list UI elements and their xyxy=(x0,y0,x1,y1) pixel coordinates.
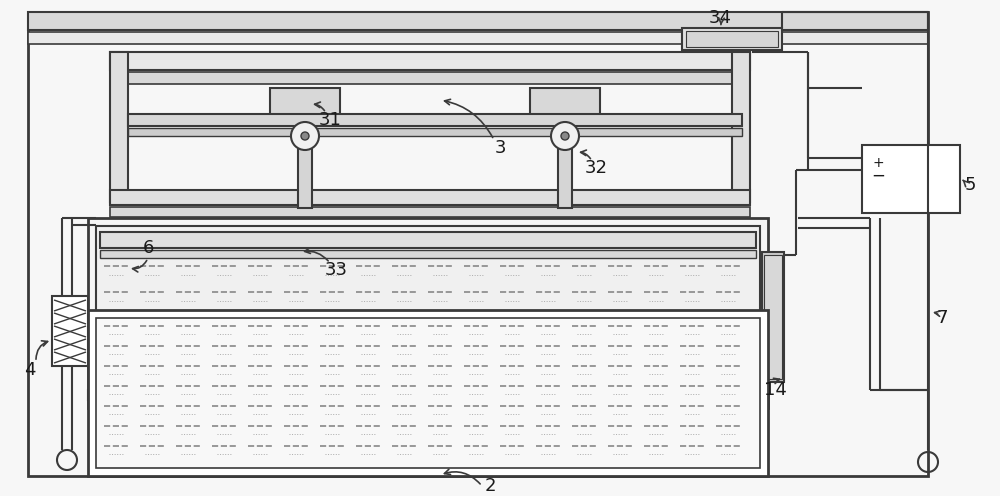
Text: 33: 33 xyxy=(324,261,348,279)
Bar xyxy=(110,52,128,202)
Text: 2: 2 xyxy=(484,477,496,495)
Bar xyxy=(128,114,742,126)
Bar xyxy=(28,12,928,30)
Bar xyxy=(110,72,750,84)
Text: 14: 14 xyxy=(764,381,786,399)
Bar xyxy=(762,252,784,382)
Bar xyxy=(96,226,760,400)
Text: 34: 34 xyxy=(708,9,732,27)
Bar xyxy=(110,190,750,205)
Bar xyxy=(682,28,782,50)
Bar xyxy=(298,118,312,208)
Bar xyxy=(558,118,572,208)
Bar xyxy=(96,318,760,468)
Text: 6: 6 xyxy=(142,239,154,257)
Text: +: + xyxy=(872,156,884,170)
Text: −: − xyxy=(871,167,885,185)
Text: 5: 5 xyxy=(964,176,976,194)
Text: 3: 3 xyxy=(494,139,506,157)
Bar xyxy=(88,218,768,408)
Text: 7: 7 xyxy=(936,309,948,327)
Bar xyxy=(270,88,340,118)
Text: 31: 31 xyxy=(319,111,341,129)
Circle shape xyxy=(551,122,579,150)
Bar xyxy=(100,250,756,258)
Bar xyxy=(862,145,960,213)
Bar xyxy=(530,88,600,118)
Circle shape xyxy=(301,132,309,140)
Text: 4: 4 xyxy=(24,361,36,379)
Circle shape xyxy=(561,132,569,140)
Bar xyxy=(100,232,756,248)
Bar xyxy=(110,52,750,70)
Bar xyxy=(88,310,768,476)
Bar xyxy=(28,32,928,44)
Circle shape xyxy=(291,122,319,150)
Bar xyxy=(732,52,750,202)
Bar xyxy=(128,128,742,136)
Bar xyxy=(764,255,782,379)
Bar xyxy=(110,207,750,217)
Bar xyxy=(686,31,778,47)
Bar xyxy=(52,296,88,366)
Bar xyxy=(88,390,768,400)
Text: 32: 32 xyxy=(584,159,608,177)
